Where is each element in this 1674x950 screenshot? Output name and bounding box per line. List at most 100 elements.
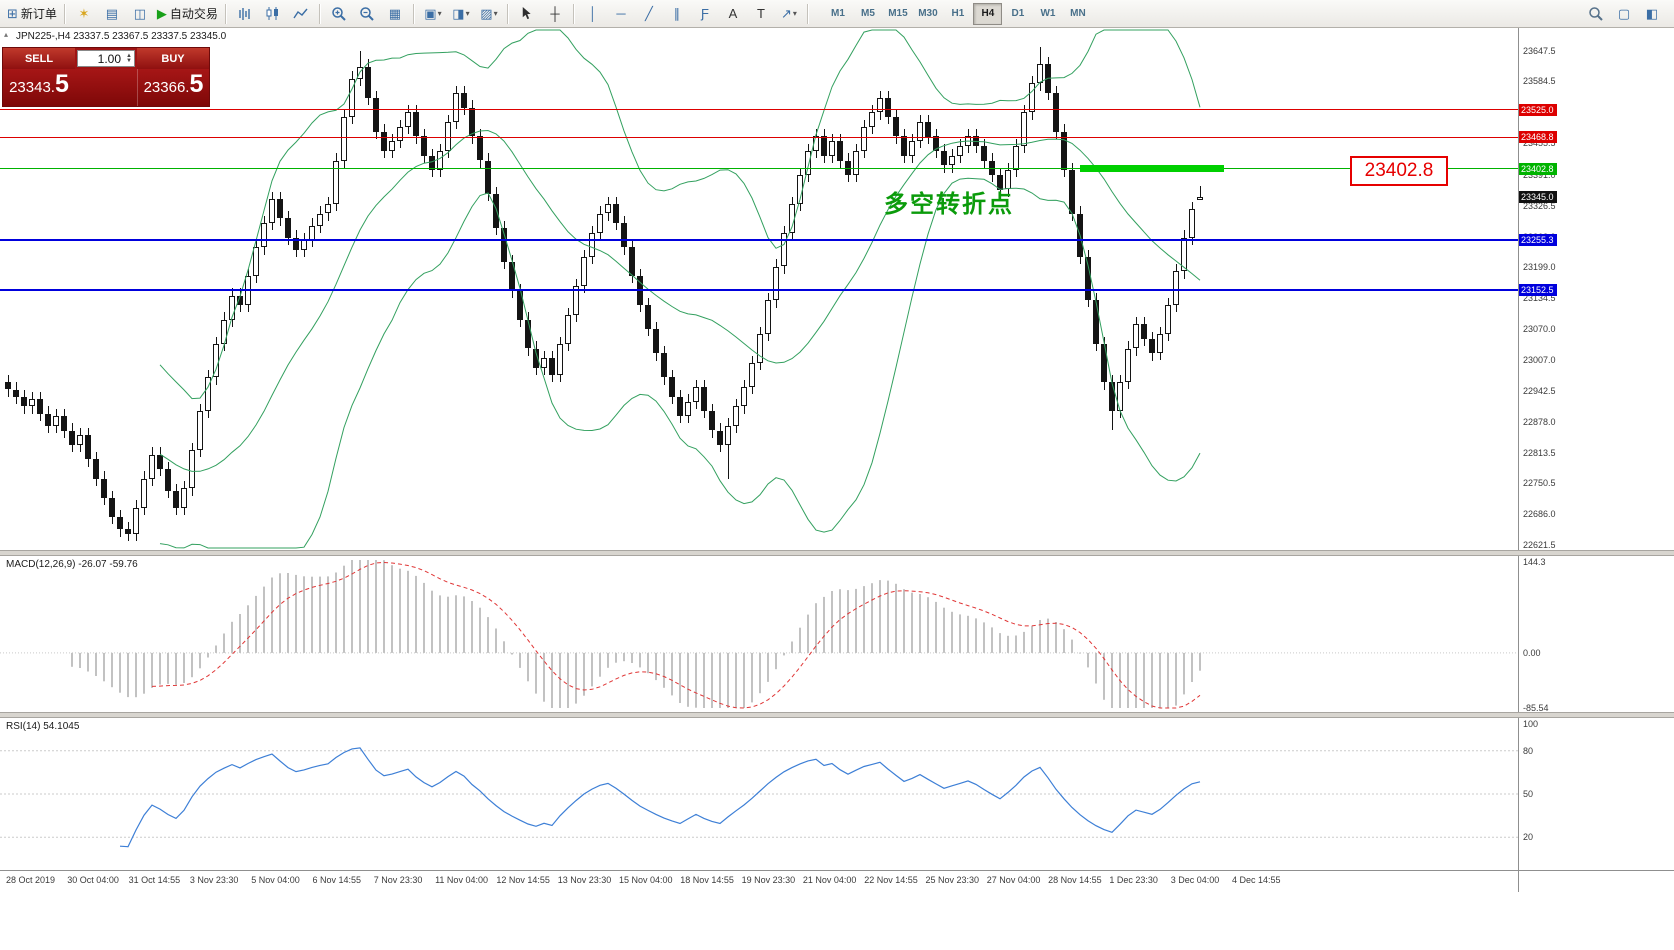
time-axis-label: 6 Nov 14:55 (312, 875, 362, 885)
price-axis-badge: 23255.3 (1519, 233, 1557, 246)
equidistant-channel-icon: ∥ (673, 6, 681, 21)
time-axis-label: 21 Nov 04:00 (802, 875, 857, 885)
price-level-line[interactable] (0, 109, 1518, 111)
time-axis-label: 18 Nov 14:55 (680, 875, 734, 885)
timeframe-button-m1[interactable]: M1 (830, 8, 845, 19)
fibonacci-button[interactable]: Ƒ (692, 3, 718, 25)
fibonacci-icon: Ƒ (700, 6, 709, 21)
macd-plot-area[interactable] (0, 556, 1518, 712)
text-button[interactable]: A (720, 3, 746, 25)
timeframe-button-w1[interactable]: W1 (1040, 8, 1056, 19)
bar-chart-button[interactable] (232, 3, 258, 25)
time-axis-label: 30 Oct 04:00 (67, 875, 119, 885)
time-axis-label: 25 Nov 23:30 (925, 875, 980, 885)
highlight-segment[interactable] (1080, 165, 1224, 173)
sell-price[interactable]: 23343. 5 (3, 69, 75, 106)
templates-button[interactable]: ▨ ▾ (476, 3, 502, 25)
trendline-button[interactable]: ╱ (636, 3, 662, 25)
time-axis-label: 28 Nov 14:55 (1048, 875, 1102, 885)
buy-price-pips: 5 (189, 70, 204, 98)
new-order-icon: ⊞ (7, 6, 18, 21)
chart-collapse-icon[interactable]: ▴ (4, 30, 9, 39)
horizontal-line-button[interactable]: ─ (608, 3, 634, 25)
arrows-icon: ↗ (780, 6, 792, 21)
time-axis-label: 7 Nov 23:30 (373, 875, 423, 885)
zoom-in-button[interactable] (326, 3, 352, 25)
volume-value: 1.00 (97, 51, 121, 66)
toolbar-separator (412, 3, 415, 24)
window-layout-icon-2: ◧ (1645, 6, 1659, 21)
spread-area (75, 69, 137, 106)
data-window-button[interactable]: ◫ (127, 3, 153, 25)
timeframe-button-mn[interactable]: MN (1070, 8, 1086, 19)
price-level-line[interactable] (0, 136, 1518, 138)
channel-button[interactable]: ∥ (664, 3, 690, 25)
data-window-icon: ◫ (133, 6, 147, 21)
timeframe-button-m15[interactable]: M15 (888, 8, 908, 19)
volume-up-button[interactable]: ▲ (126, 52, 132, 59)
arrows-button[interactable]: ↗ ▾ (776, 3, 802, 25)
new-chart-icon: ▣ (424, 6, 437, 21)
rsi-plot-area[interactable] (0, 718, 1518, 870)
price-callout-label[interactable]: 23402.8 (1350, 156, 1448, 186)
timeframe-button-h4[interactable]: H4 (973, 2, 1003, 25)
window-layout-button-2[interactable]: ◧ (1639, 3, 1665, 25)
timeframe-button-d1[interactable]: D1 (1011, 8, 1025, 19)
sell-price-main: 23343. (9, 79, 55, 96)
vertical-line-button[interactable]: │ (580, 3, 606, 25)
candlestick-chart-button[interactable] (260, 3, 286, 25)
text-label-button[interactable]: T (748, 3, 774, 25)
price-axis-label: 23199.0 (1523, 262, 1556, 273)
buy-button[interactable]: BUY (137, 48, 209, 69)
price-axis-badge: 23468.8 (1519, 131, 1557, 143)
volume-down-button[interactable]: ▼ (126, 57, 132, 64)
price-level-line[interactable] (0, 168, 1518, 170)
new-order-label: 新订单 (20, 7, 57, 21)
window-layout-button-1[interactable]: ▢ (1611, 3, 1637, 25)
price-axis-label: 22813.5 (1523, 447, 1556, 458)
buy-price[interactable]: 23366. 5 (137, 69, 209, 106)
rsi-axis-label: 20 (1523, 832, 1534, 843)
tile-windows-button[interactable]: ▦ (382, 3, 408, 25)
search-button[interactable] (1583, 3, 1609, 25)
favorites-icon: ✶ (78, 6, 90, 21)
timeframe-button-m30[interactable]: M30 (918, 8, 938, 19)
toolbar-separator (318, 3, 321, 24)
sell-button[interactable]: SELL (3, 48, 75, 69)
rsi-axis-label: 50 (1523, 789, 1534, 799)
price-level-line[interactable] (0, 238, 1518, 241)
timeframe-button-h1[interactable]: H1 (951, 8, 965, 19)
price-axis-label: 22750.5 (1523, 478, 1556, 489)
new-order-button[interactable]: ⊞ 新订单 (5, 3, 59, 25)
window-layout-icon-1: ▢ (1617, 6, 1631, 21)
crosshair-button[interactable]: ┼ (542, 3, 568, 25)
line-chart-button[interactable] (288, 3, 314, 25)
timeframe-button-m5[interactable]: M5 (860, 8, 875, 19)
time-axis-label: 31 Oct 14:55 (128, 875, 181, 885)
time-axis-label: 4 Dec 14:55 (1232, 875, 1281, 885)
chart-annotation-text[interactable]: 多空转折点 (884, 191, 1014, 218)
new-chart-button[interactable]: ▣ ▾ (420, 3, 446, 25)
cursor-button[interactable] (514, 3, 540, 25)
panel-divider[interactable] (0, 712, 1674, 718)
time-axis-label: 1 Dec 23:30 (1109, 875, 1158, 885)
auto-trading-label: 自动交易 (169, 7, 218, 21)
profiles-button[interactable]: ▤ (99, 3, 125, 25)
candlestick-chart-icon (266, 7, 279, 20)
profiles-icon: ▤ (105, 6, 119, 21)
time-axis-border (0, 870, 1674, 871)
chevron-down-icon: ▾ (493, 9, 498, 18)
auto-trading-button[interactable]: ▶ 自动交易 (155, 3, 220, 25)
favorites-button[interactable]: ✶ (71, 3, 97, 25)
zoom-out-button[interactable] (354, 3, 380, 25)
price-level-line[interactable] (0, 288, 1518, 291)
volume-input[interactable]: 1.00 ▲ ▼ (77, 50, 135, 67)
panel-divider[interactable] (0, 550, 1674, 556)
crosshair-icon: ┼ (550, 6, 560, 21)
chart-profiles-button[interactable]: ◨ ▾ (448, 3, 474, 25)
time-axis-label: 3 Nov 23:30 (189, 875, 239, 885)
macd-axis-label: 144.3 (1523, 557, 1546, 567)
price-axis-label: 23455.5 (1523, 138, 1556, 149)
price-axis-badge: 23402.8 (1519, 162, 1557, 175)
